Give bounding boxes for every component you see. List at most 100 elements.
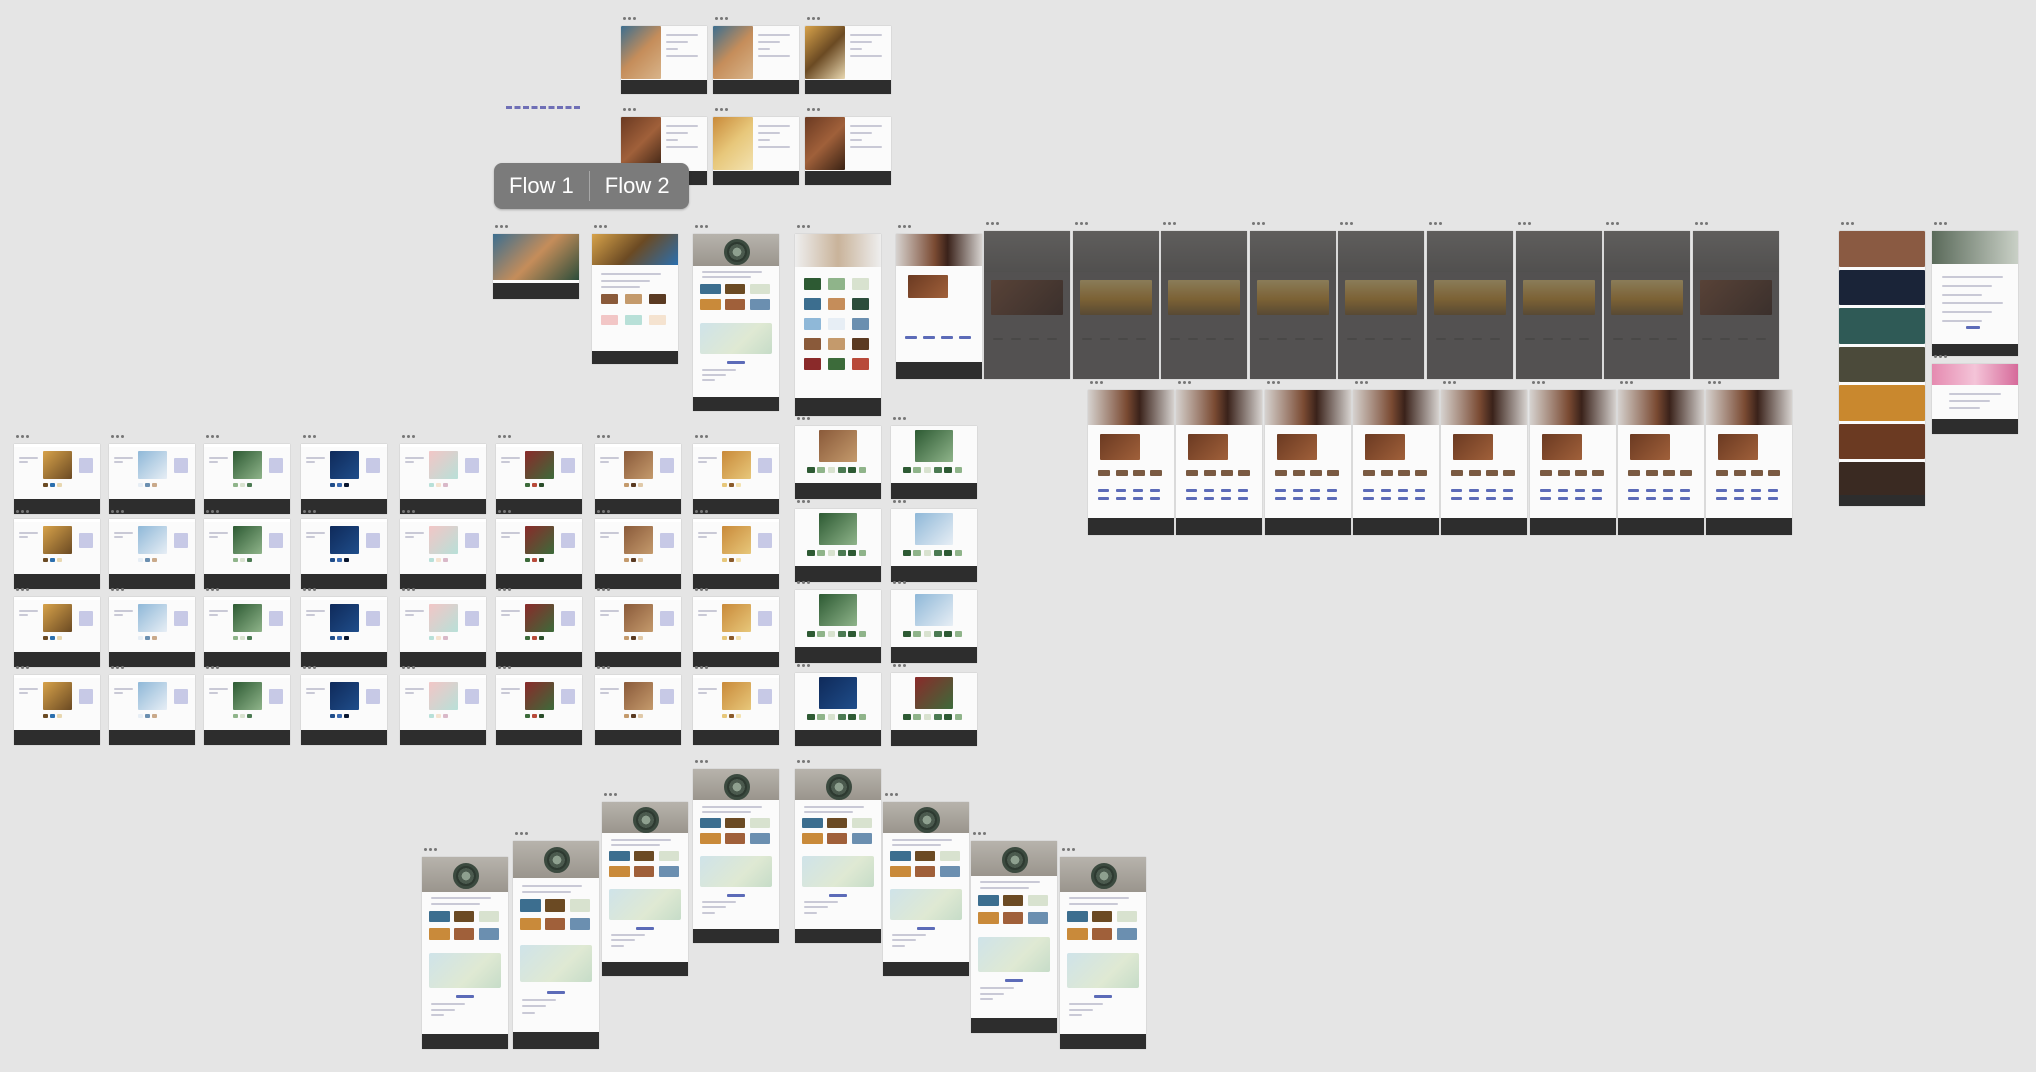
frame-menu-icon[interactable] bbox=[16, 510, 29, 514]
frame-menu-icon[interactable] bbox=[303, 510, 316, 514]
frame-menu-icon[interactable] bbox=[1178, 381, 1191, 385]
frame-menu-icon[interactable] bbox=[402, 435, 415, 439]
frame-menu-icon[interactable] bbox=[303, 435, 316, 439]
frame-menu-icon[interactable] bbox=[1695, 222, 1708, 226]
screen-frame[interactable] bbox=[496, 510, 582, 589]
screen-frame[interactable] bbox=[805, 17, 891, 94]
screen-frame[interactable] bbox=[496, 588, 582, 667]
frame-menu-icon[interactable] bbox=[498, 666, 511, 670]
frame-menu-icon[interactable] bbox=[1606, 222, 1619, 226]
frame-menu-icon[interactable] bbox=[695, 760, 708, 764]
frame-menu-icon[interactable] bbox=[797, 225, 810, 229]
frame-menu-icon[interactable] bbox=[206, 588, 219, 592]
screen-frame[interactable] bbox=[14, 510, 100, 589]
screen-frame[interactable] bbox=[891, 500, 977, 582]
screen-frame[interactable] bbox=[1060, 848, 1146, 1049]
frame-menu-icon[interactable] bbox=[893, 417, 906, 421]
flow-1-tab[interactable]: Flow 1 bbox=[509, 173, 574, 198]
screen-frame[interactable] bbox=[496, 666, 582, 745]
screen-frame[interactable] bbox=[204, 510, 290, 589]
screen-frame[interactable] bbox=[795, 664, 881, 746]
screen-frame[interactable] bbox=[621, 17, 707, 94]
frame-menu-icon[interactable] bbox=[797, 500, 810, 504]
frame-menu-icon[interactable] bbox=[1090, 381, 1103, 385]
frame-menu-icon[interactable] bbox=[597, 588, 610, 592]
screen-frame[interactable] bbox=[1839, 222, 1925, 506]
frame-menu-icon[interactable] bbox=[111, 588, 124, 592]
screen-frame[interactable] bbox=[713, 17, 799, 94]
frame-menu-icon[interactable] bbox=[206, 666, 219, 670]
screen-frame[interactable] bbox=[301, 588, 387, 667]
frame-menu-icon[interactable] bbox=[715, 108, 728, 112]
frame-menu-icon[interactable] bbox=[1267, 381, 1280, 385]
screen-frame[interactable] bbox=[1353, 381, 1439, 535]
frame-menu-icon[interactable] bbox=[16, 666, 29, 670]
screen-frame[interactable] bbox=[713, 108, 799, 185]
screen-frame[interactable] bbox=[496, 435, 582, 514]
frame-menu-icon[interactable] bbox=[893, 581, 906, 585]
frame-menu-icon[interactable] bbox=[111, 510, 124, 514]
frame-menu-icon[interactable] bbox=[623, 108, 636, 112]
frame-menu-icon[interactable] bbox=[16, 435, 29, 439]
frame-menu-icon[interactable] bbox=[1075, 222, 1088, 226]
frame-menu-icon[interactable] bbox=[424, 848, 437, 852]
frame-menu-icon[interactable] bbox=[986, 222, 999, 226]
frame-menu-icon[interactable] bbox=[1252, 222, 1265, 226]
screen-frame[interactable] bbox=[109, 510, 195, 589]
screen-frame[interactable] bbox=[1516, 222, 1602, 379]
screen-frame[interactable] bbox=[595, 588, 681, 667]
frame-menu-icon[interactable] bbox=[797, 581, 810, 585]
frame-menu-icon[interactable] bbox=[1340, 222, 1353, 226]
frame-menu-icon[interactable] bbox=[111, 435, 124, 439]
frame-menu-icon[interactable] bbox=[303, 588, 316, 592]
screen-frame[interactable] bbox=[795, 225, 881, 416]
frame-menu-icon[interactable] bbox=[695, 225, 708, 229]
frame-menu-icon[interactable] bbox=[1841, 222, 1854, 226]
frame-menu-icon[interactable] bbox=[893, 500, 906, 504]
screen-frame[interactable] bbox=[795, 417, 881, 499]
screen-frame[interactable] bbox=[1161, 222, 1247, 379]
frame-menu-icon[interactable] bbox=[402, 588, 415, 592]
screen-frame[interactable] bbox=[109, 435, 195, 514]
frame-menu-icon[interactable] bbox=[495, 225, 508, 229]
frame-menu-icon[interactable] bbox=[597, 666, 610, 670]
screen-frame[interactable] bbox=[1250, 222, 1336, 379]
screen-frame[interactable] bbox=[109, 666, 195, 745]
frame-menu-icon[interactable] bbox=[1443, 381, 1456, 385]
screen-frame[interactable] bbox=[204, 435, 290, 514]
screen-frame[interactable] bbox=[14, 666, 100, 745]
frame-menu-icon[interactable] bbox=[597, 435, 610, 439]
screen-frame[interactable] bbox=[693, 225, 779, 411]
frame-menu-icon[interactable] bbox=[1532, 381, 1545, 385]
screen-frame[interactable] bbox=[1932, 355, 2018, 434]
screen-frame[interactable] bbox=[805, 108, 891, 185]
frame-menu-icon[interactable] bbox=[695, 510, 708, 514]
screen-frame[interactable] bbox=[592, 225, 678, 364]
frame-menu-icon[interactable] bbox=[1620, 381, 1633, 385]
screen-frame[interactable] bbox=[204, 588, 290, 667]
screen-frame[interactable] bbox=[1265, 381, 1351, 535]
screen-frame[interactable] bbox=[1073, 222, 1159, 379]
frame-menu-icon[interactable] bbox=[1934, 355, 1947, 359]
screen-frame[interactable] bbox=[595, 435, 681, 514]
screen-frame[interactable] bbox=[693, 760, 779, 943]
screen-frame[interactable] bbox=[109, 588, 195, 667]
frame-menu-icon[interactable] bbox=[885, 793, 898, 797]
screen-frame[interactable] bbox=[513, 832, 599, 1049]
screen-frame[interactable] bbox=[1604, 222, 1690, 379]
screen-frame[interactable] bbox=[301, 510, 387, 589]
frame-menu-icon[interactable] bbox=[973, 832, 986, 836]
screen-frame[interactable] bbox=[1706, 381, 1792, 535]
frame-menu-icon[interactable] bbox=[498, 510, 511, 514]
frame-menu-icon[interactable] bbox=[623, 17, 636, 21]
frame-menu-icon[interactable] bbox=[498, 588, 511, 592]
screen-frame[interactable] bbox=[14, 435, 100, 514]
frame-menu-icon[interactable] bbox=[797, 417, 810, 421]
screen-frame[interactable] bbox=[1427, 222, 1513, 379]
screen-frame[interactable] bbox=[1530, 381, 1616, 535]
screen-frame[interactable] bbox=[1693, 222, 1779, 379]
frame-menu-icon[interactable] bbox=[1708, 381, 1721, 385]
frame-menu-icon[interactable] bbox=[604, 793, 617, 797]
screen-frame[interactable] bbox=[400, 435, 486, 514]
frame-menu-icon[interactable] bbox=[1934, 222, 1947, 226]
